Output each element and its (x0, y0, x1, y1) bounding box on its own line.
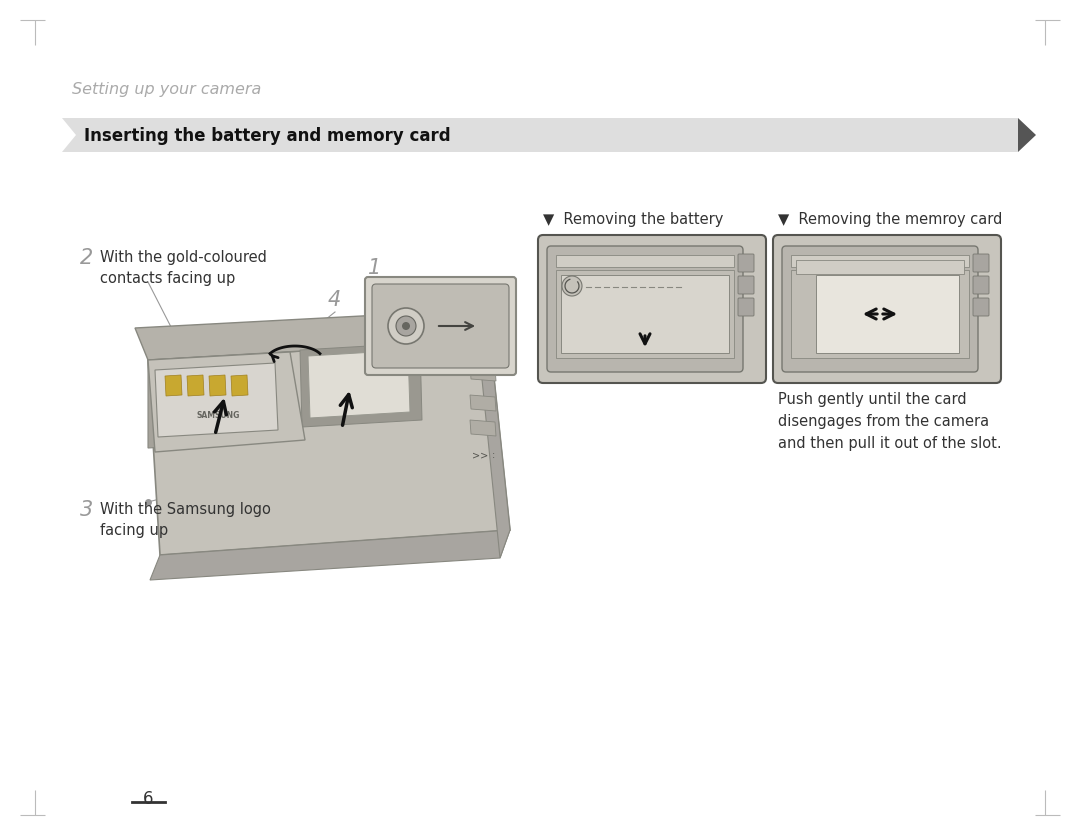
Text: 4: 4 (328, 290, 341, 310)
FancyBboxPatch shape (738, 276, 754, 294)
FancyBboxPatch shape (973, 254, 989, 272)
Polygon shape (300, 343, 422, 427)
Polygon shape (231, 375, 248, 396)
Text: ▼  Removing the battery: ▼ Removing the battery (543, 212, 724, 227)
Text: 3: 3 (80, 500, 93, 520)
Bar (561, 275, 729, 353)
Polygon shape (470, 395, 496, 411)
Polygon shape (156, 363, 278, 437)
FancyBboxPatch shape (738, 298, 754, 316)
Polygon shape (1018, 118, 1036, 152)
Polygon shape (470, 365, 496, 381)
Text: SAMSUNG: SAMSUNG (197, 411, 240, 419)
Text: Push gently until the card
disengages from the camera
and then pull it out of th: Push gently until the card disengages fr… (778, 392, 1001, 452)
Text: Setting up your camera: Setting up your camera (72, 82, 261, 97)
Text: >>: >> (472, 450, 488, 460)
FancyBboxPatch shape (773, 235, 1001, 383)
Circle shape (396, 316, 416, 336)
Polygon shape (135, 310, 490, 360)
Bar (796, 260, 964, 274)
Circle shape (388, 308, 424, 344)
Polygon shape (62, 118, 76, 152)
Bar (62, 118, 1018, 152)
Text: 1: 1 (368, 258, 381, 278)
FancyBboxPatch shape (738, 254, 754, 272)
Text: 2: 2 (80, 248, 93, 268)
Polygon shape (148, 340, 510, 555)
Polygon shape (165, 375, 183, 396)
FancyBboxPatch shape (546, 246, 743, 372)
FancyBboxPatch shape (372, 284, 509, 368)
Text: :: : (492, 450, 496, 460)
Polygon shape (148, 352, 305, 452)
Circle shape (562, 276, 582, 296)
FancyBboxPatch shape (365, 277, 516, 375)
Polygon shape (187, 375, 204, 396)
Polygon shape (475, 310, 510, 558)
Polygon shape (470, 420, 496, 436)
Circle shape (402, 322, 410, 330)
Polygon shape (210, 375, 226, 396)
FancyBboxPatch shape (538, 235, 766, 383)
FancyBboxPatch shape (973, 298, 989, 316)
Bar (556, 270, 734, 358)
FancyBboxPatch shape (973, 276, 989, 294)
Bar (556, 255, 734, 267)
Polygon shape (148, 352, 291, 448)
Text: With the Samsung logo
facing up: With the Samsung logo facing up (100, 502, 271, 538)
Text: With the gold-coloured
contacts facing up: With the gold-coloured contacts facing u… (100, 250, 267, 286)
Bar (816, 275, 959, 353)
Bar (791, 270, 969, 358)
Bar (791, 255, 969, 267)
Polygon shape (308, 350, 410, 418)
FancyBboxPatch shape (782, 246, 978, 372)
Polygon shape (150, 530, 510, 580)
Text: Inserting the battery and memory card: Inserting the battery and memory card (84, 127, 450, 145)
Text: 6: 6 (143, 790, 153, 808)
Text: ▼  Removing the memroy card: ▼ Removing the memroy card (778, 212, 1002, 227)
